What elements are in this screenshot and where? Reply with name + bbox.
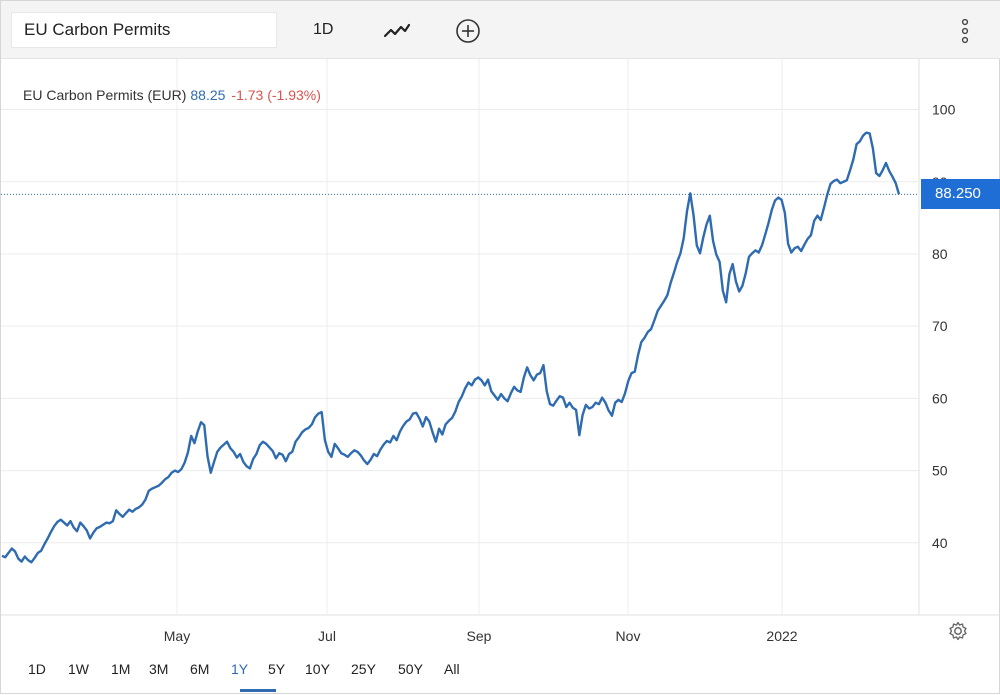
legend-name: EU Carbon Permits (EUR) [23,87,187,103]
x-axis: May Jul Sep Nov 2022 [164,628,798,644]
y-axis: 405060708090100 [932,102,956,551]
active-range-indicator [240,689,276,692]
y-tick-label: 40 [932,535,948,551]
y-tick-label: 60 [932,390,948,406]
range-5y[interactable]: 5Y [268,661,286,677]
range-6m[interactable]: 6M [190,661,210,677]
range-1d[interactable]: 1D [28,661,46,677]
interval-button[interactable]: 1D [313,21,334,38]
y-tick-label: 50 [932,463,948,479]
chart-grid [1,59,1000,616]
y-tick-label: 70 [932,318,948,334]
range-25y[interactable]: 25Y [351,661,376,677]
y-tick-label: 100 [932,102,956,118]
last-price-tag: 88.250 [921,179,1000,210]
x-tick-label: Jul [318,628,336,644]
range-10y[interactable]: 10Y [305,661,330,677]
x-tick-label: 2022 [766,628,797,644]
legend-change: -1.73 (-1.93%) [231,87,321,103]
x-tick-label: May [164,628,190,644]
range-50y[interactable]: 50Y [398,661,423,677]
legend-price: 88.25 [190,87,226,103]
more-options-icon[interactable] [957,17,973,45]
toolbar: 1D [1,1,1000,59]
settings-gear-icon[interactable] [947,620,969,642]
add-comparison-icon[interactable] [455,18,481,44]
x-tick-label: Sep [467,628,492,644]
symbol-search-input[interactable] [11,12,277,48]
y-tick-label: 80 [932,246,948,262]
range-all[interactable]: All [444,661,460,677]
range-1m[interactable]: 1M [111,661,131,677]
range-selector: 1D 1W 1M 3M 6M 1Y 5Y 10Y 25Y 50Y All [18,651,538,695]
range-3m[interactable]: 3M [149,661,169,677]
line-chart-icon[interactable] [383,19,411,43]
range-1y[interactable]: 1Y [231,661,249,677]
x-tick-label: Nov [616,628,641,644]
range-1w[interactable]: 1W [68,661,89,677]
chart-legend: EU Carbon Permits (EUR) 88.25 -1.73 (-1.93… [23,87,321,103]
price-series-line [1,131,901,564]
